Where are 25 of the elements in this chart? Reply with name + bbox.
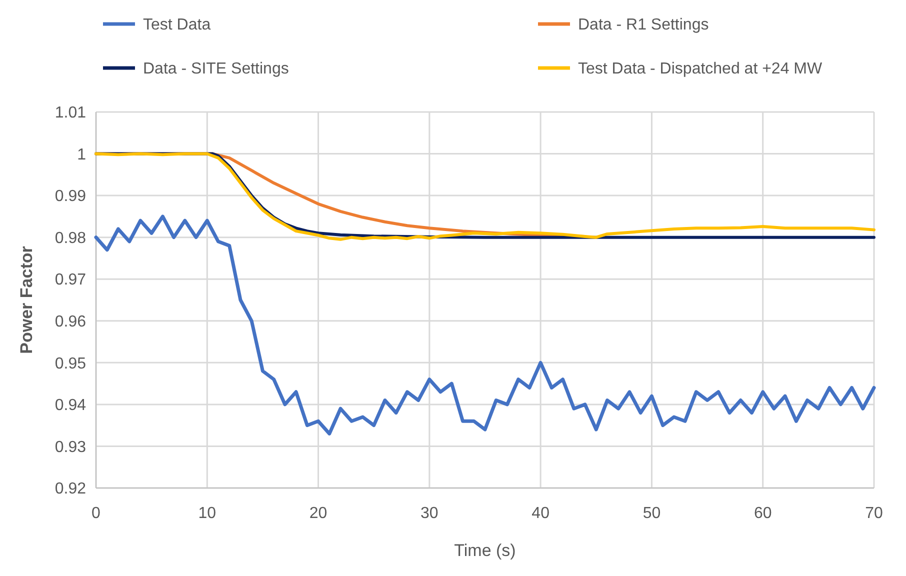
legend-label: Test Data - Dispatched at +24 MW	[578, 60, 823, 78]
x-tick-label: 70	[865, 505, 883, 522]
line-series	[94, 214, 876, 436]
y-tick-label: 0.98	[54, 230, 86, 247]
y-tick-label: 0.99	[54, 188, 86, 206]
y-axis-title: Power Factor	[17, 246, 36, 354]
x-axis-title: Time (s)	[454, 541, 516, 560]
x-tick-label: 60	[754, 505, 772, 522]
x-tick-label: 50	[642, 505, 661, 522]
legend-label: Test Data	[143, 16, 211, 34]
y-tick-label: 0.95	[54, 355, 86, 372]
x-tick-label: 0	[92, 505, 101, 522]
y-tick-label: 1	[77, 146, 86, 164]
x-tick-label: 30	[420, 505, 438, 522]
y-tick-label: 0.92	[54, 480, 86, 498]
y-tick-label: 0.94	[54, 397, 86, 414]
y-tick-label: 0.96	[54, 313, 86, 330]
y-tick-label: 0.93	[54, 438, 86, 456]
legend-label: Data - R1 Settings	[578, 16, 709, 34]
y-tick-label: 1.01	[54, 104, 86, 122]
x-tick-label: 20	[309, 505, 328, 522]
x-tick-label: 10	[198, 505, 216, 522]
x-tick-label: 40	[532, 505, 550, 522]
legend-label: Data - SITE Settings	[143, 60, 289, 78]
y-tick-label: 0.97	[54, 272, 86, 289]
